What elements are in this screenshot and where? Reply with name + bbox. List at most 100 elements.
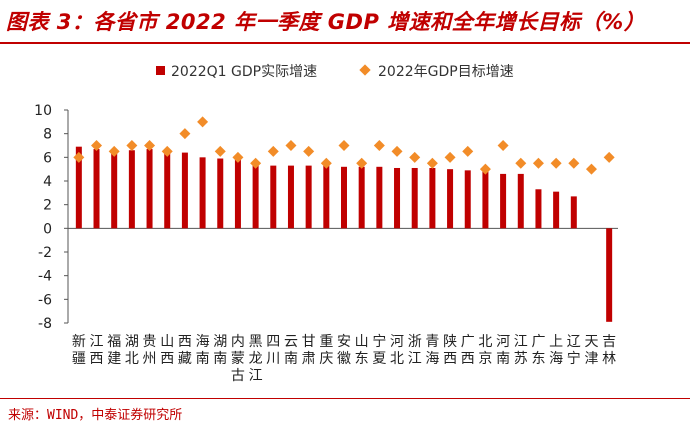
legend-marker-swatch <box>359 64 371 76</box>
y-tick-label: 0 <box>43 221 52 237</box>
target-marker-16 <box>356 157 368 169</box>
category-label-29: 天津 <box>584 334 598 367</box>
category-label-27: 上海 <box>549 334 563 367</box>
bar-22 <box>464 170 471 229</box>
y-tick-label: 4 <box>43 174 52 190</box>
category-label-16: 山东 <box>355 334 369 367</box>
bar-3 <box>128 150 135 229</box>
source-note: 来源：WIND，中泰证券研究所 <box>8 408 183 423</box>
target-marker-2 <box>108 145 120 157</box>
bar-14 <box>323 165 330 229</box>
category-label-21: 陕西 <box>443 334 457 367</box>
bar-21 <box>447 169 454 229</box>
bar-9 <box>234 159 241 229</box>
bar-19 <box>411 167 418 229</box>
bar-2 <box>111 153 118 229</box>
target-marker-9 <box>232 151 244 163</box>
bar-7 <box>199 157 206 229</box>
bar-15 <box>341 166 347 229</box>
target-marker-22 <box>462 145 474 157</box>
category-label-1: 江西 <box>90 334 104 367</box>
gdp-chart: 2022Q1 GDP实际增速 2022年GDP目标增速 10 8 6 4 2 0 -2 -4 -… <box>34 64 618 384</box>
y-tick-label: -4 <box>38 269 52 285</box>
target-marker-3 <box>126 140 138 151</box>
legend: 2022Q1 GDP实际增速 2022年GDP目标增速 <box>156 64 514 80</box>
legend-bar-label: 2022Q1 GDP实际增速 <box>171 64 317 80</box>
bar-13 <box>305 165 312 229</box>
target-marker-8 <box>214 145 226 157</box>
target-marker-20 <box>426 157 438 169</box>
category-label-3: 湖北 <box>125 334 139 367</box>
target-marker-4 <box>144 140 156 151</box>
target-markers <box>73 116 615 175</box>
target-marker-13 <box>303 145 315 157</box>
category-label-5: 山西 <box>160 334 174 367</box>
chart-title: 图表 3：各省市 2022 年一季度 GDP 增速和全年增长目标（%） <box>6 10 646 34</box>
category-label-2: 福建 <box>107 334 121 367</box>
category-labels: 新疆江西福建湖北贵州山西西藏海南湖南内蒙古黑龙江四川云南甘肃重庆安徽山东宁夏河北… <box>72 333 616 384</box>
target-marker-29 <box>585 163 597 175</box>
bar-10 <box>252 164 259 229</box>
category-label-7: 海南 <box>196 334 210 367</box>
category-label-11: 四川 <box>266 334 280 367</box>
bar-20 <box>429 167 436 229</box>
y-tick-label: 2 <box>43 198 52 214</box>
bar-24 <box>500 173 507 229</box>
y-tick-label: -8 <box>38 316 52 332</box>
target-marker-27 <box>550 157 562 169</box>
bar-30 <box>606 228 613 322</box>
category-label-14: 重庆 <box>319 334 333 367</box>
bar-17 <box>376 166 383 229</box>
bar-1 <box>93 149 100 229</box>
target-marker-7 <box>197 116 209 128</box>
bar-6 <box>181 152 188 229</box>
bar-28 <box>570 196 577 229</box>
category-label-0: 新疆 <box>72 334 86 367</box>
target-marker-24 <box>497 140 509 151</box>
category-label-19: 浙江 <box>408 334 422 367</box>
y-tick-label: 10 <box>34 103 52 119</box>
target-marker-19 <box>409 151 421 163</box>
category-label-24: 河南 <box>496 334 510 367</box>
target-marker-12 <box>285 140 297 151</box>
target-marker-14 <box>320 157 332 169</box>
target-marker-26 <box>532 157 544 169</box>
source-divider <box>0 398 690 399</box>
category-label-10: 黑龙江 <box>249 334 263 384</box>
bar-16 <box>358 166 365 229</box>
bar-12 <box>287 165 294 229</box>
bar-0 <box>75 146 82 229</box>
target-marker-21 <box>444 151 456 163</box>
category-label-13: 甘肃 <box>302 334 316 367</box>
legend-marker-label: 2022年GDP目标增速 <box>378 64 514 80</box>
target-marker-10 <box>250 157 262 169</box>
category-label-22: 广西 <box>461 334 475 367</box>
category-label-25: 江苏 <box>514 334 528 367</box>
target-marker-0 <box>73 151 85 163</box>
target-marker-11 <box>267 145 279 157</box>
category-label-4: 贵州 <box>143 334 157 367</box>
category-label-15: 安徽 <box>337 334 351 367</box>
y-tick-label: 6 <box>43 150 52 166</box>
target-marker-23 <box>479 163 491 175</box>
target-marker-6 <box>179 128 191 140</box>
category-label-30: 吉林 <box>602 334 616 367</box>
category-label-20: 青海 <box>425 334 439 367</box>
axes: 10 8 6 4 2 0 -2 -4 -6 -8 <box>34 103 618 332</box>
target-marker-18 <box>391 145 403 157</box>
y-tick-label: 8 <box>43 127 52 143</box>
category-label-26: 广东 <box>531 334 545 367</box>
category-label-6: 西藏 <box>178 334 192 367</box>
category-label-23: 北京 <box>478 334 492 367</box>
category-label-17: 宁夏 <box>372 333 386 367</box>
category-label-12: 云南 <box>284 334 298 367</box>
title-divider <box>0 42 690 44</box>
bars <box>75 146 613 322</box>
bar-27 <box>553 191 560 229</box>
bar-8 <box>217 158 224 229</box>
category-label-18: 河北 <box>390 334 404 367</box>
bar-25 <box>517 173 524 229</box>
category-label-8: 湖南 <box>213 334 227 367</box>
category-label-28: 辽宁 <box>567 334 581 367</box>
target-marker-17 <box>373 140 385 151</box>
